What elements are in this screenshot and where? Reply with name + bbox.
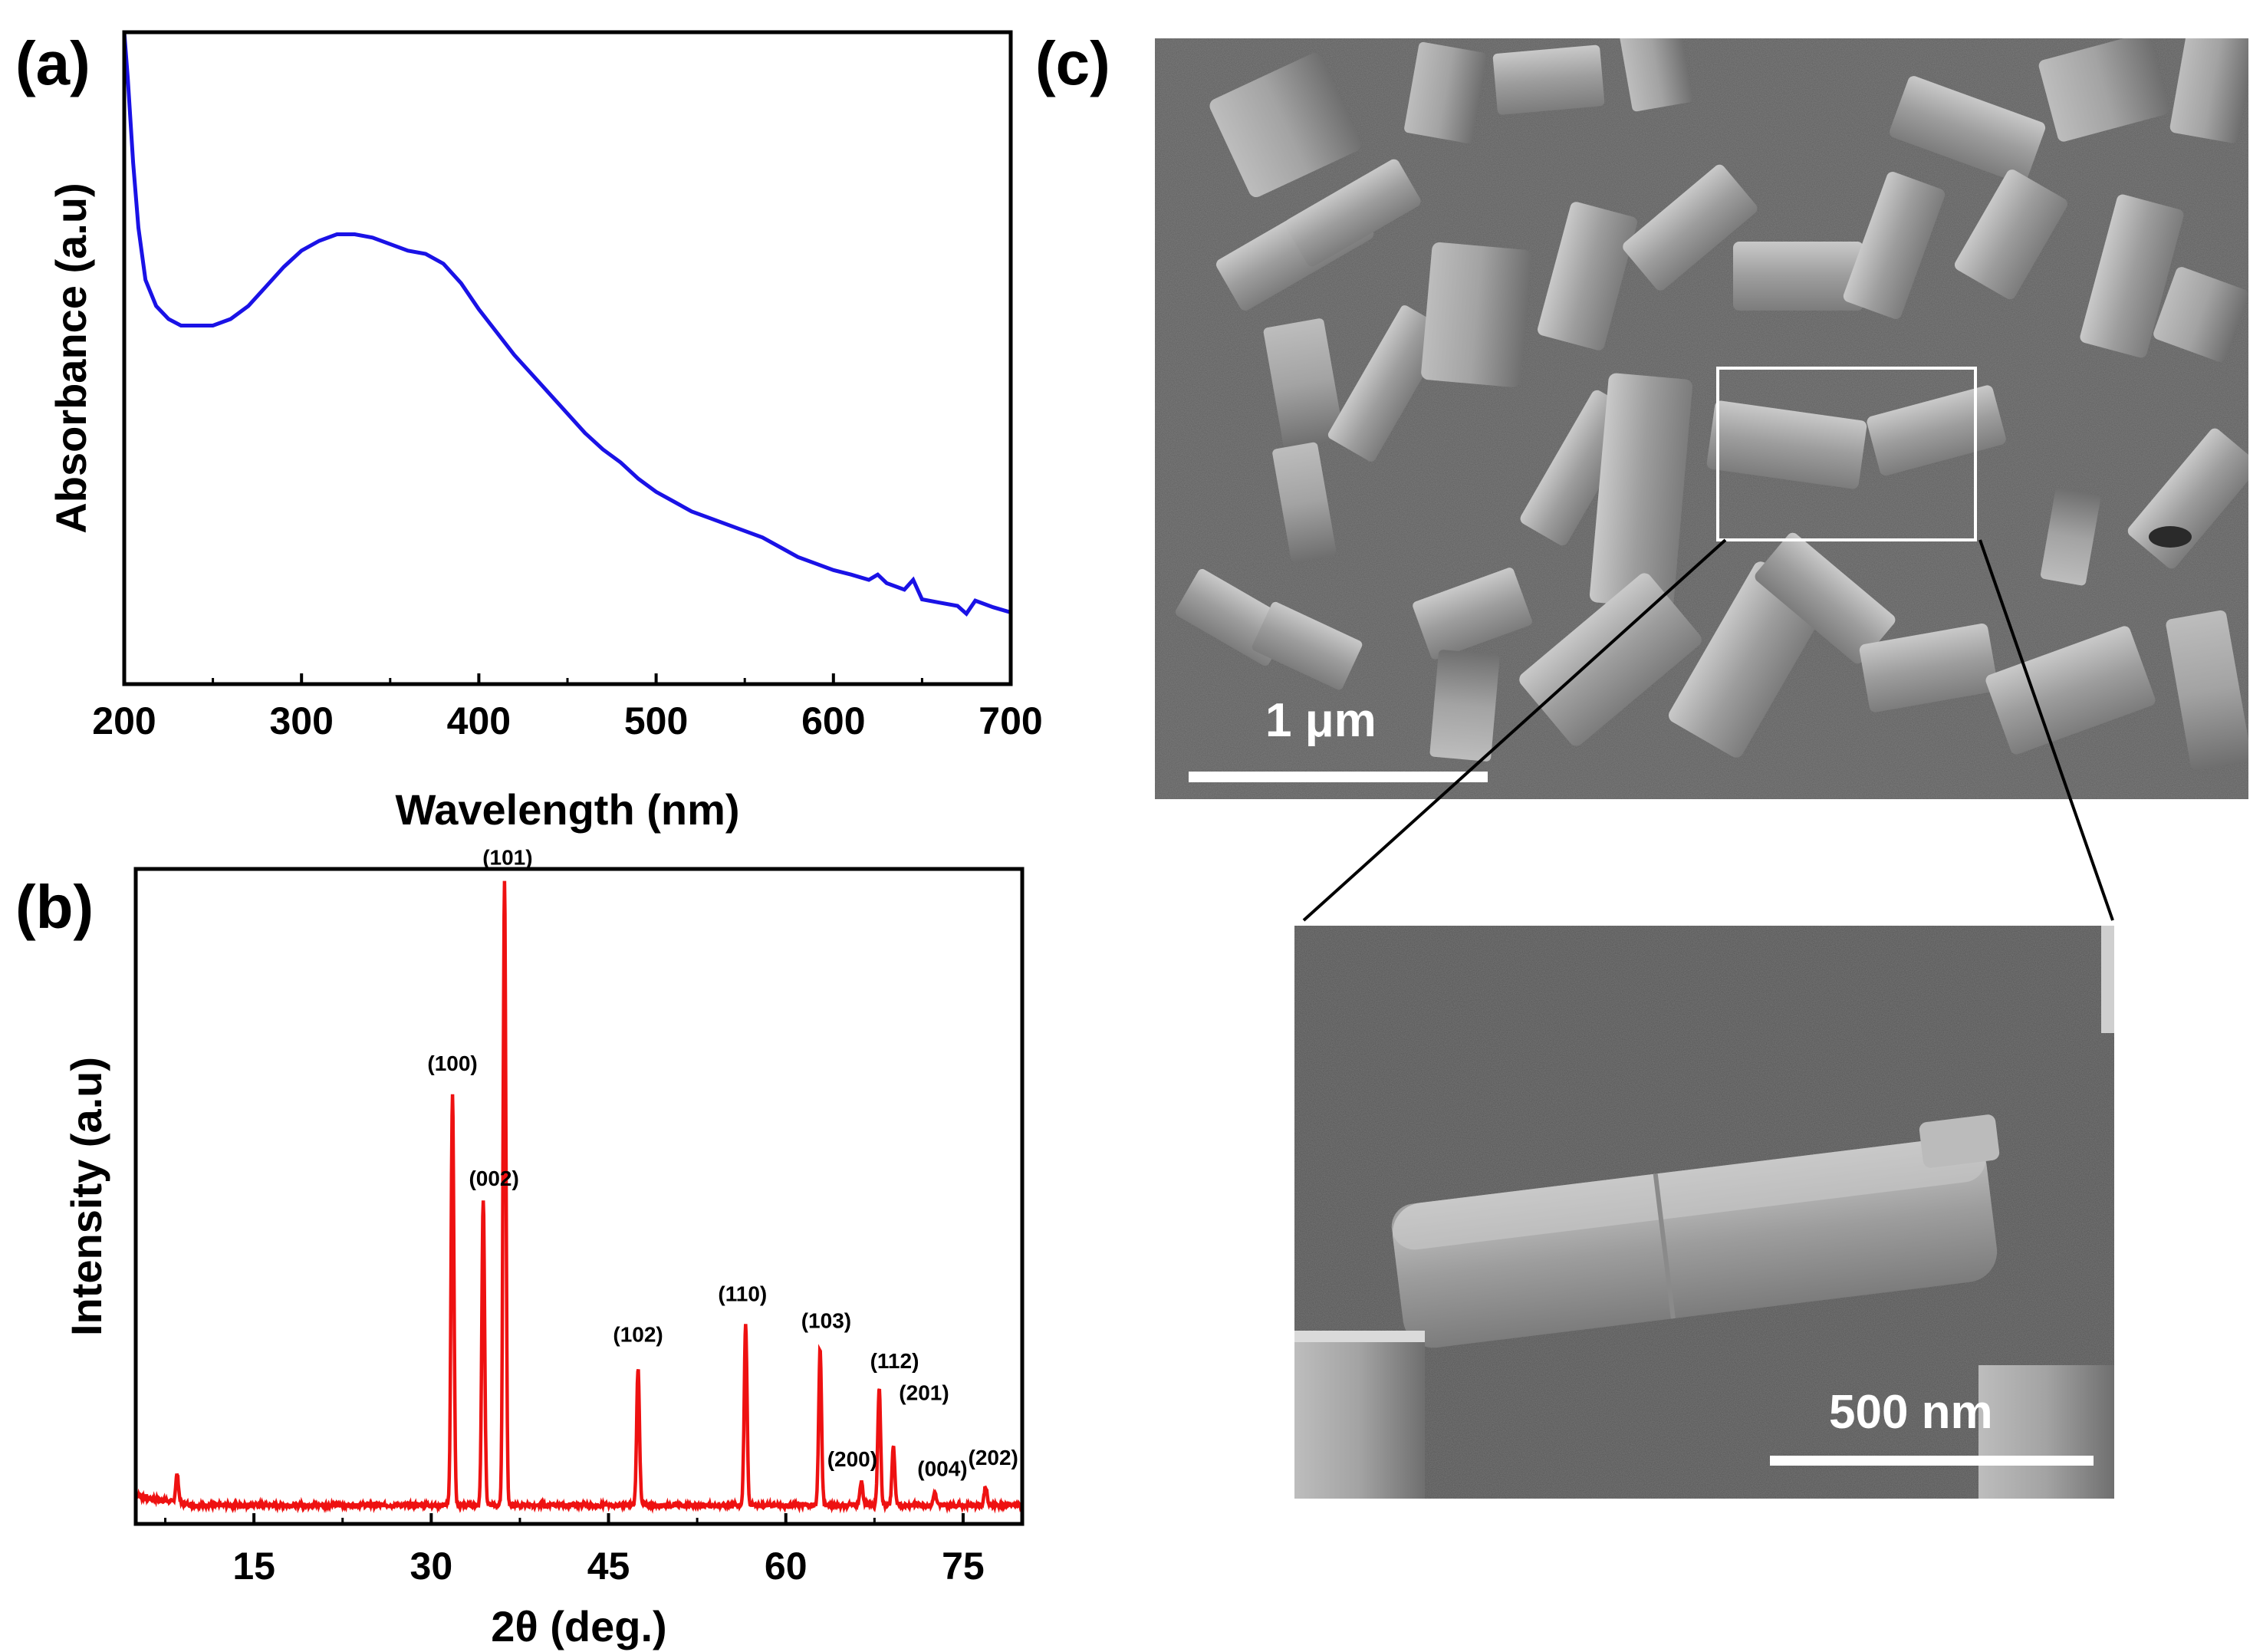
xrd-peak-label: (002) [469,1167,518,1190]
xrd-peak-labels: (100) (002) (101) (102) (110) (103) (200) (112)… [427,845,1018,1480]
xrd-peak-label: (112) [870,1349,919,1373]
sem-inset-scale-bar [1770,1456,2094,1466]
absorbance-x-tick-label: 600 [801,699,865,742]
sem-main-scale-label: 1 μm [1265,694,1377,747]
zoom-connector-left [1302,538,1727,922]
xrd-peak-label: (004) [917,1456,967,1480]
xrd-x-tick-label: 75 [942,1545,985,1588]
xrd-x-tick-label: 60 [765,1545,808,1588]
xrd-peak-label: (200) [827,1447,877,1471]
absorbance-y-label: Absorbance (a.u) [47,183,95,533]
xrd-peak-label: (101) [482,845,532,869]
absorbance-x-label: Wavelength (nm) [395,785,739,834]
xrd-plot-frame [133,867,1025,1526]
xrd-peak-label: (103) [801,1308,851,1332]
absorbance-curve [124,32,1011,617]
xrd-x-tick-label: 45 [587,1545,630,1588]
xrd-peak-label: (100) [427,1051,477,1075]
xrd-chart: 15 30 45 60 75 (100) (002) (101) (102) (110) (103… [62,845,1025,1650]
xrd-pattern [136,880,1022,1514]
sem-inset-nanorod [1294,926,2114,1499]
absorbance-x-tick-label: 700 [979,699,1042,742]
xrd-y-label: Intensity (a.u) [62,1057,110,1336]
absorbance-x-ticks: 200 300 400 500 600 700 [92,673,1043,742]
sem-zoom-region-box [1716,367,1977,541]
sem-inset-scale-label: 500 nm [1829,1386,1993,1439]
xrd-x-ticks: 15 30 45 60 75 [164,1513,985,1588]
xrd-x-tick-label: 15 [232,1545,275,1588]
absorbance-x-tick-label: 400 [447,699,511,742]
sem-nanorods [1175,38,2248,771]
absorbance-x-tick-label: 300 [269,699,333,742]
xrd-peak-label: (110) [718,1282,767,1306]
absorbance-chart: 200 300 400 500 600 700 Wavelength (nm) Absor… [47,30,1043,834]
sem-main-scale-bar [1189,772,1488,782]
sem-image-inset: 500 nm [1294,926,2114,1499]
panel-label-c: (c) [1035,29,1110,97]
xrd-peak-label: (202) [969,1446,1018,1469]
panel-label-b: (b) [15,873,94,941]
absorbance-x-tick-label: 500 [624,699,688,742]
zoom-connector-right [1978,539,2114,921]
xrd-x-label: 2θ (deg.) [491,1602,666,1650]
xrd-peak-label: (201) [899,1381,949,1404]
sem-image-main: 1 μm [1155,38,2248,799]
xrd-peak-label: (102) [613,1323,663,1347]
panel-label-a: (a) [15,29,90,97]
absorbance-plot-frame [122,30,1013,686]
xrd-x-tick-label: 30 [410,1545,453,1588]
absorbance-x-tick-label: 200 [92,699,156,742]
